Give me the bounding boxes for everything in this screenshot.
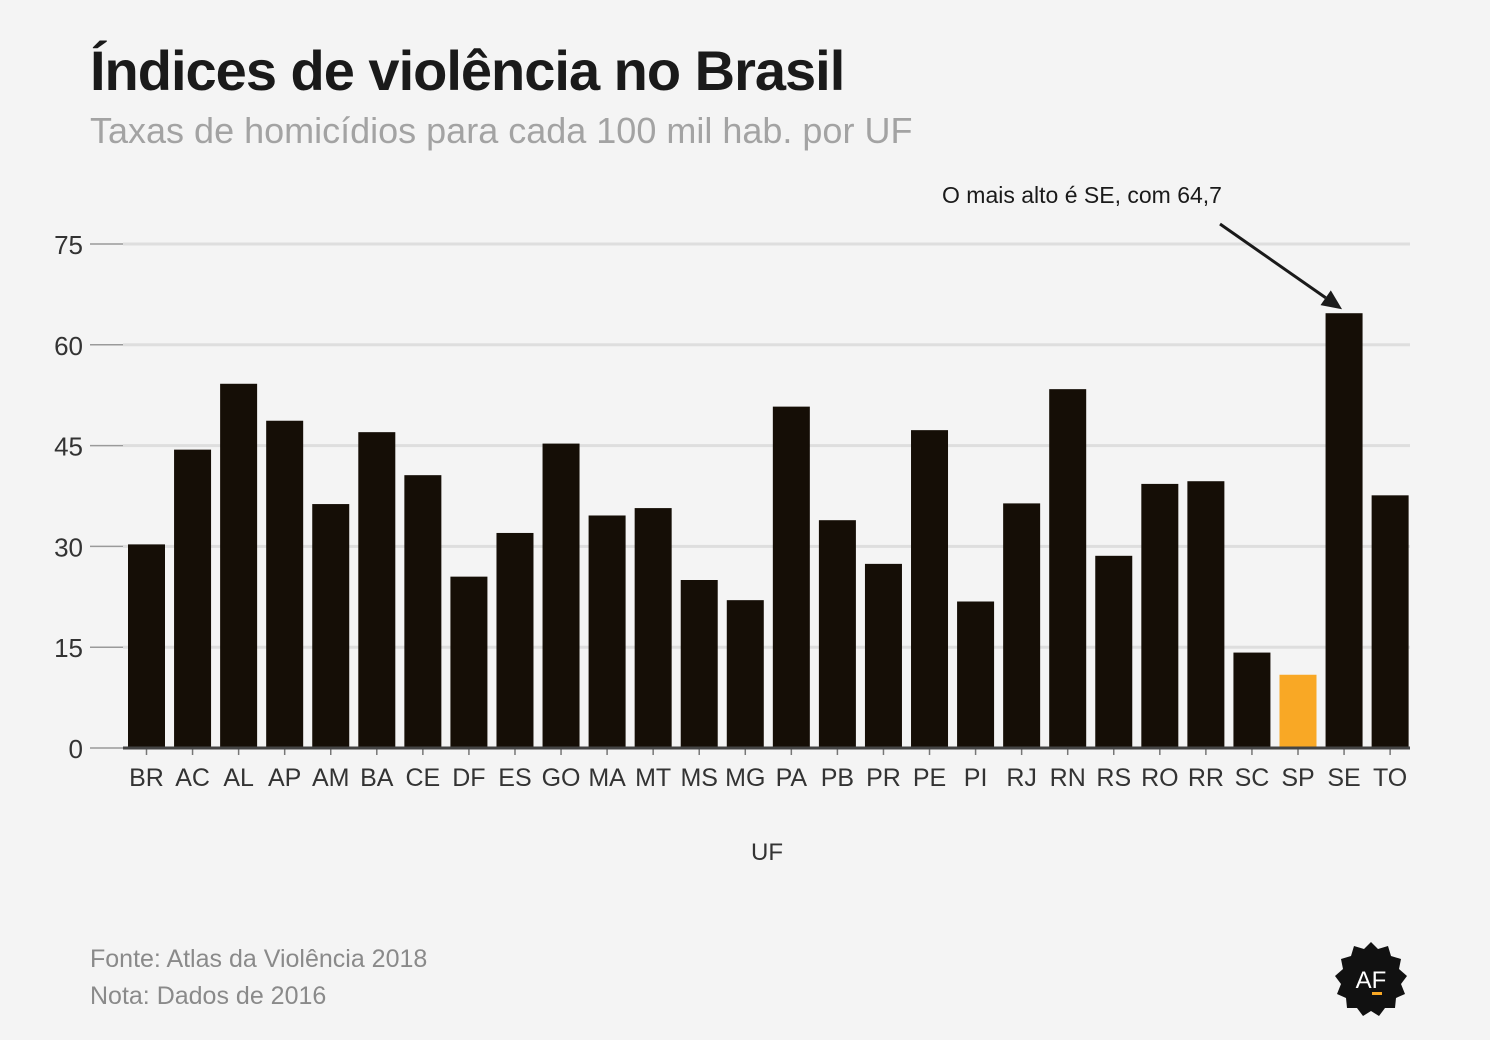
x-tick-label: CE xyxy=(405,764,440,792)
x-tick-label: MT xyxy=(635,764,671,792)
x-tick-label: AP xyxy=(268,764,301,792)
annotation-text: O mais alto é SE, com 64,7 xyxy=(942,182,1222,208)
bar-am xyxy=(312,504,350,748)
bar-df xyxy=(450,576,488,748)
bar-mt xyxy=(634,508,672,748)
x-tick-label: AC xyxy=(175,764,210,792)
x-tick-label: PE xyxy=(913,764,946,792)
bar-al xyxy=(220,383,258,748)
bar-ba xyxy=(358,432,396,748)
y-tick-label: 30 xyxy=(54,532,83,562)
source-note: Fonte: Atlas da Violência 2018 xyxy=(90,945,428,973)
x-tick-label: SP xyxy=(1281,764,1314,792)
x-tick-label: RR xyxy=(1188,764,1224,792)
x-tick-label: MS xyxy=(680,764,718,792)
bar-se xyxy=(1325,313,1363,748)
x-tick-label: ES xyxy=(498,764,531,792)
bar-pi xyxy=(957,601,995,748)
x-tick-label: DF xyxy=(452,764,485,792)
bar-rj xyxy=(1003,503,1041,748)
bar-ce xyxy=(404,475,442,748)
x-tick-label: PB xyxy=(821,764,854,792)
x-tick-label: PA xyxy=(776,764,808,792)
bar-pa xyxy=(772,406,810,748)
y-tick-label: 45 xyxy=(54,432,83,462)
logo-text: AF xyxy=(1356,967,1387,994)
bar-rs xyxy=(1095,555,1133,748)
bar-es xyxy=(496,532,534,748)
x-axis-label: UF xyxy=(751,839,783,866)
bar-to xyxy=(1371,495,1409,748)
x-tick-label: PR xyxy=(866,764,901,792)
bar-go xyxy=(542,443,580,748)
bar-sp xyxy=(1279,674,1317,748)
x-tick-label: RS xyxy=(1096,764,1131,792)
y-tick-label: 0 xyxy=(69,734,83,764)
bar-br xyxy=(128,544,165,748)
bar-pr xyxy=(864,563,902,748)
x-tick-label: GO xyxy=(542,764,581,792)
x-tick-label: BR xyxy=(129,764,164,792)
x-tick-label: AL xyxy=(223,764,254,792)
data-note: Nota: Dados de 2016 xyxy=(90,982,327,1010)
y-tick-label: 15 xyxy=(54,633,83,663)
x-tick-label: SE xyxy=(1327,764,1360,792)
x-tick-label: RJ xyxy=(1006,764,1037,792)
bar-ma xyxy=(588,515,626,748)
bar-rn xyxy=(1049,389,1087,748)
x-tick-label: MG xyxy=(725,764,765,792)
bar-chart: 0 15 30 45 60 75 BR AC AL AP AM BA CE DF ES GO MA MT MS MG P… xyxy=(54,182,1410,866)
x-tick-label: RO xyxy=(1141,764,1179,792)
x-tick-label: BA xyxy=(360,764,394,792)
bar-pb xyxy=(818,520,856,748)
x-tick-label: SC xyxy=(1235,764,1270,792)
x-tick-label: TO xyxy=(1373,764,1407,792)
af-badge-logo: AF xyxy=(1335,942,1407,1016)
bar-sc xyxy=(1233,652,1271,748)
bar-pe xyxy=(911,430,949,748)
bar-rr xyxy=(1187,481,1225,748)
x-tick-label: PI xyxy=(964,764,988,792)
x-tick-label: MA xyxy=(588,764,626,792)
chart-subtitle: Taxas de homicídios para cada 100 mil ha… xyxy=(90,110,913,151)
bar-ro xyxy=(1141,483,1179,748)
y-tick-label: 75 xyxy=(54,230,83,260)
x-tick-label: RN xyxy=(1050,764,1086,792)
badge-shape xyxy=(1335,942,1407,1016)
chart-title: Índices de violência no Brasil xyxy=(90,39,845,102)
bar-mg xyxy=(726,600,764,748)
bar-ap xyxy=(266,420,304,748)
bar-ms xyxy=(680,580,718,748)
y-tick-label: 60 xyxy=(54,331,83,361)
annotation-arrow-line xyxy=(1219,222,1327,299)
x-tick-label: AM xyxy=(312,764,350,792)
logo-accent xyxy=(1372,992,1382,995)
bar-ac xyxy=(174,449,212,748)
annotation-arrowhead xyxy=(1320,290,1343,310)
